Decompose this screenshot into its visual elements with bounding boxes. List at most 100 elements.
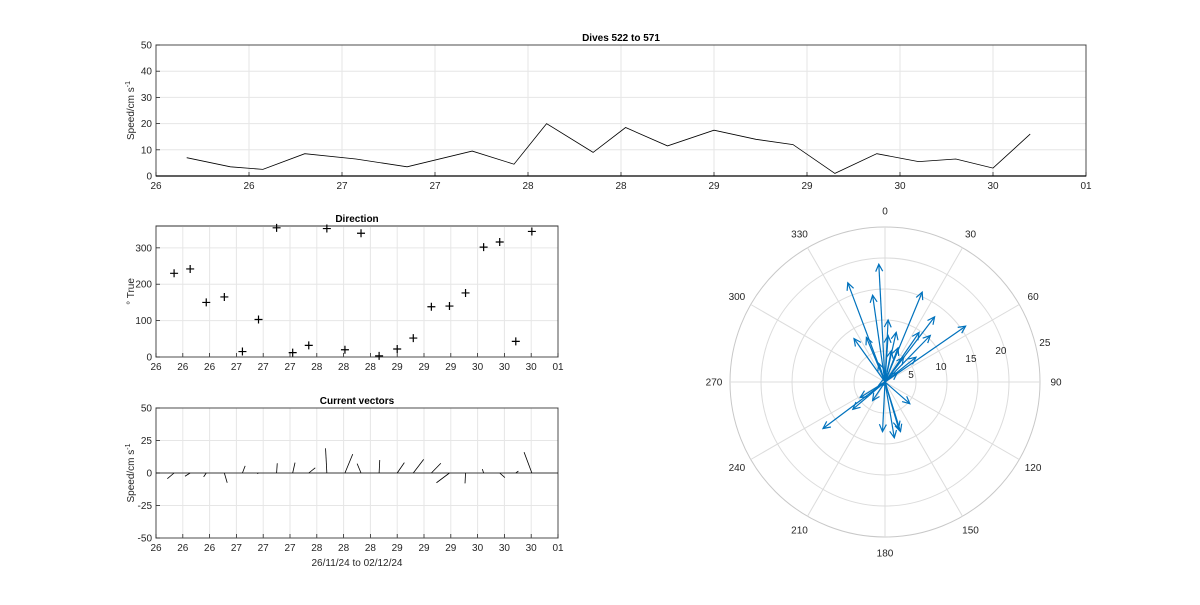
y-tick-label: 300	[135, 243, 152, 254]
x-axis-label: 26/11/24 to 02/12/24	[311, 558, 402, 569]
current-vector-stick	[242, 465, 246, 474]
angle-tick-label: 0	[882, 207, 888, 218]
x-tick-label: 28	[338, 362, 350, 373]
current-vector-stick	[344, 453, 354, 474]
y-axis-label: ° True	[126, 278, 137, 305]
x-tick-label: 27	[258, 543, 270, 554]
current-vector-stick	[203, 472, 207, 478]
compass-arrow-head	[890, 331, 899, 341]
direction-point-marker	[220, 292, 229, 301]
polar-spoke	[884, 381, 1020, 460]
compass-arrow-head	[892, 420, 901, 430]
compass-arrow-shaft	[884, 335, 931, 383]
current-vector-stick	[481, 468, 485, 474]
compass-arrow-shaft	[878, 264, 886, 383]
polar-spoke	[807, 247, 886, 383]
current-vector-stick	[276, 463, 278, 474]
y-tick-label: 50	[141, 41, 153, 52]
direction-point-marker	[375, 351, 384, 360]
angle-tick-label: 150	[962, 526, 979, 537]
polar-spoke	[884, 304, 1020, 383]
x-tick-label: 26	[150, 543, 162, 554]
current-vector-stick	[431, 462, 442, 474]
radius-tick-label: 25	[1039, 338, 1051, 349]
compass-arrow-head	[853, 337, 862, 347]
x-tick-label: 29	[708, 181, 720, 192]
x-tick-label: 01	[1080, 181, 1092, 192]
direction-point-marker	[445, 302, 454, 311]
x-tick-label: 27	[231, 362, 243, 373]
compass-arrow-head	[869, 293, 878, 303]
compass-arrow-head	[891, 346, 900, 356]
y-tick-label: 0	[146, 172, 152, 183]
x-tick-label: 27	[336, 181, 348, 192]
direction-point-marker	[409, 334, 418, 343]
x-tick-label: 29	[445, 543, 457, 554]
direction-point-marker	[340, 345, 349, 354]
compass-chart: 0 30 60 90 120 150 180 210 240 270 300 330 5 10 15 20 25	[706, 207, 1062, 560]
x-tick-label: 29	[392, 543, 404, 554]
y-tick-label: -50	[138, 534, 153, 545]
x-tick-label: 29	[445, 362, 457, 373]
chart-title: Current vectors	[320, 396, 395, 407]
x-tick-label: 28	[311, 543, 323, 554]
x-tick-label: 30	[987, 181, 999, 192]
direction-point-marker	[288, 348, 297, 357]
compass-arrow-shaft	[884, 381, 902, 432]
polar-spoke	[884, 381, 963, 517]
speed-time-chart: 26 26 27 27 28 28 29 29 30 30 01 0 10 20 30 40 50 Dives 5…	[125, 33, 1092, 192]
current-vector-stick	[308, 467, 316, 474]
angle-tick-label: 240	[729, 463, 746, 474]
angle-tick-label: 330	[791, 229, 808, 240]
direction-point-marker	[495, 238, 504, 247]
x-tick-label: 28	[311, 362, 323, 373]
compass-arrow-shaft	[872, 295, 886, 383]
x-tick-label: 30	[526, 362, 538, 373]
current-vector-stick	[378, 459, 381, 474]
chart-title: Direction	[335, 214, 378, 225]
current-vector-stick	[412, 459, 424, 474]
direction-point-marker	[238, 347, 247, 356]
current-vector-stick	[325, 448, 328, 474]
x-tick-label: 28	[615, 181, 627, 192]
angle-tick-label: 300	[729, 292, 746, 303]
x-tick-label: 30	[499, 543, 511, 554]
compass-arrow-head	[896, 356, 905, 366]
x-tick-label: 29	[392, 362, 404, 373]
speed-series-line	[186, 123, 1031, 174]
current-vector-stick	[167, 472, 175, 480]
x-tick-label: 28	[522, 181, 534, 192]
compass-arrow-head	[901, 396, 911, 405]
radius-tick-label: 10	[935, 362, 947, 373]
compass-arrow-head	[865, 336, 873, 346]
y-tick-label: 10	[141, 145, 153, 156]
direction-point-marker	[272, 223, 281, 232]
compass-arrow-head	[878, 423, 887, 433]
current-vector-stick	[515, 470, 519, 474]
direction-point-marker	[186, 264, 195, 273]
compass-arrow-shaft	[884, 381, 911, 405]
y-tick-label: 30	[141, 93, 153, 104]
compass-arrow-shaft	[884, 291, 923, 383]
compass-arrow-head	[915, 290, 924, 301]
polar-spoke	[750, 381, 886, 460]
direction-point-marker	[511, 337, 520, 346]
y-tick-label: 25	[141, 436, 153, 447]
compass-arrow-head	[875, 262, 884, 272]
axes-frame	[155, 225, 559, 358]
current-vector-stick	[436, 472, 450, 484]
y-tick-label: 0	[146, 353, 152, 364]
compass-arrow-shaft	[847, 282, 886, 383]
direction-point-marker	[254, 315, 263, 324]
x-tick-label: 26	[243, 181, 255, 192]
x-tick-label: 26	[204, 543, 216, 554]
y-tick-label: 200	[135, 280, 152, 291]
x-tick-label: 27	[429, 181, 441, 192]
compass-arrow-shaft	[822, 381, 886, 429]
current-vector-stick	[396, 462, 405, 474]
x-tick-label: 01	[552, 543, 564, 554]
direction-point-marker	[461, 288, 470, 297]
compass-arrow-shaft	[881, 381, 886, 432]
x-tick-label: 27	[231, 543, 243, 554]
